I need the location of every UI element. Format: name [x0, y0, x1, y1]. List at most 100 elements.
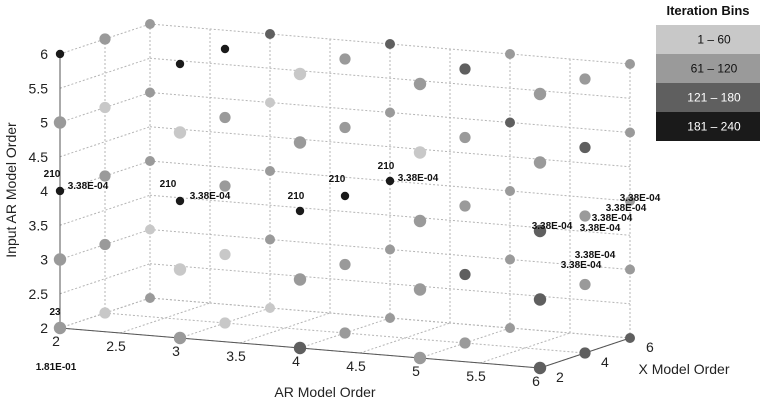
data-point — [265, 303, 275, 313]
data-point — [505, 254, 515, 265]
annotation-label: 23 — [49, 307, 61, 318]
data-point — [295, 206, 305, 216]
annotation-label: 210 — [44, 169, 61, 180]
data-point — [145, 19, 155, 29]
data-point — [625, 196, 635, 206]
grid-line — [149, 194, 631, 236]
data-point — [173, 126, 187, 139]
annotation-label: 210 — [160, 179, 177, 190]
data-point — [173, 263, 187, 276]
data-point — [459, 268, 471, 281]
z-tick-label: 5 — [40, 115, 48, 131]
x-axis-label: AR Model Order — [274, 384, 375, 400]
data-point — [175, 196, 185, 206]
data-point — [219, 248, 231, 261]
data-point — [55, 186, 65, 196]
legend-swatch — [656, 83, 760, 112]
annotation-label: 3.38E-04 — [606, 203, 647, 214]
data-point — [579, 210, 591, 222]
data-point — [339, 53, 351, 65]
data-point — [99, 101, 111, 114]
z-tick-label: 3.5 — [29, 217, 49, 233]
z-tick-label: 4.5 — [29, 149, 49, 165]
data-point — [459, 63, 471, 75]
data-point — [413, 351, 427, 365]
x-tick-label: 2.5 — [106, 338, 126, 354]
x-tick-label: 2 — [52, 333, 60, 349]
data-point — [459, 131, 471, 144]
data-point — [219, 180, 231, 192]
annotation-label: 3.38E-04 — [620, 193, 661, 204]
z-tick-label: 6 — [40, 46, 48, 62]
data-point — [173, 331, 187, 345]
data-point — [53, 321, 67, 335]
data-point — [413, 146, 427, 159]
data-point — [505, 49, 515, 59]
data-point — [385, 244, 395, 255]
legend: Iteration Bins 1 – 60 61 – 120 121 – 180 18… — [656, 3, 760, 141]
z-axis-label: Input AR Model Order — [3, 122, 19, 258]
legend-label: 61 – 120 — [691, 62, 738, 76]
data-point — [99, 307, 111, 319]
points-layer — [53, 19, 635, 375]
data-point — [413, 283, 427, 296]
x-tick-label: 4.5 — [346, 358, 366, 374]
grid-line — [149, 263, 631, 305]
annotation-label: 3.38E-04 — [592, 213, 633, 224]
annotation-label: 3.38E-04 — [580, 223, 621, 234]
data-point — [385, 107, 395, 118]
legend-label: 181 – 240 — [687, 120, 741, 134]
grid-line — [149, 57, 631, 99]
data-point — [385, 176, 395, 186]
x-tick-label: 5.5 — [466, 368, 486, 384]
z-tick-label: 2.5 — [29, 286, 49, 302]
data-point — [145, 87, 155, 98]
legend-items: 1 – 60 61 – 120 121 – 180 181 – 240 — [656, 25, 760, 141]
data-point — [53, 253, 67, 266]
data-point — [505, 323, 515, 333]
annotation-label: 210 — [288, 191, 305, 202]
legend-label: 121 – 180 — [687, 91, 741, 105]
data-point — [533, 87, 547, 101]
x-tick-label: 6 — [532, 373, 540, 389]
y-tick-label: 4 — [601, 354, 609, 370]
x-tick-label: 3.5 — [226, 348, 246, 364]
annotation-label: 210 — [329, 174, 346, 185]
data-point — [505, 117, 515, 128]
legend-swatch — [656, 54, 760, 83]
data-point — [413, 77, 427, 91]
data-point — [293, 136, 307, 149]
data-point — [533, 361, 547, 375]
data-point — [385, 313, 395, 323]
data-point — [625, 264, 635, 275]
annotation-label: 210 — [378, 161, 395, 172]
ticks-layer: 22.533.544.555.562 2.5 3 3.5 4 4.5 5 5.5 6 246 — [29, 46, 654, 389]
data-point — [145, 224, 155, 235]
data-point — [625, 127, 635, 138]
data-point — [625, 59, 635, 69]
legend-label: 1 – 60 — [697, 33, 731, 47]
legend-swatch — [656, 25, 760, 54]
data-point — [99, 238, 111, 251]
annotation-label: 3.38E-04 — [398, 173, 439, 184]
x-tick-label: 4 — [292, 353, 300, 369]
data-point — [533, 293, 547, 306]
y-tick-label: 2 — [556, 369, 564, 385]
data-point — [459, 337, 471, 349]
data-point — [265, 166, 275, 176]
data-point — [339, 121, 351, 134]
data-point — [145, 293, 155, 303]
x-tick-label: 3 — [172, 343, 180, 359]
annotation-label: 3.38E-04 — [68, 181, 109, 192]
data-point — [293, 273, 307, 286]
data-point — [265, 234, 275, 245]
z-tick-label: 3 — [40, 252, 48, 268]
data-point — [219, 317, 231, 329]
annotation-label: 3.38E-04 — [575, 250, 616, 261]
data-point — [265, 29, 275, 39]
annotation-label: 3.38E-04 — [532, 221, 573, 232]
z-tick-label: 5.5 — [29, 80, 49, 96]
data-point — [339, 258, 351, 271]
